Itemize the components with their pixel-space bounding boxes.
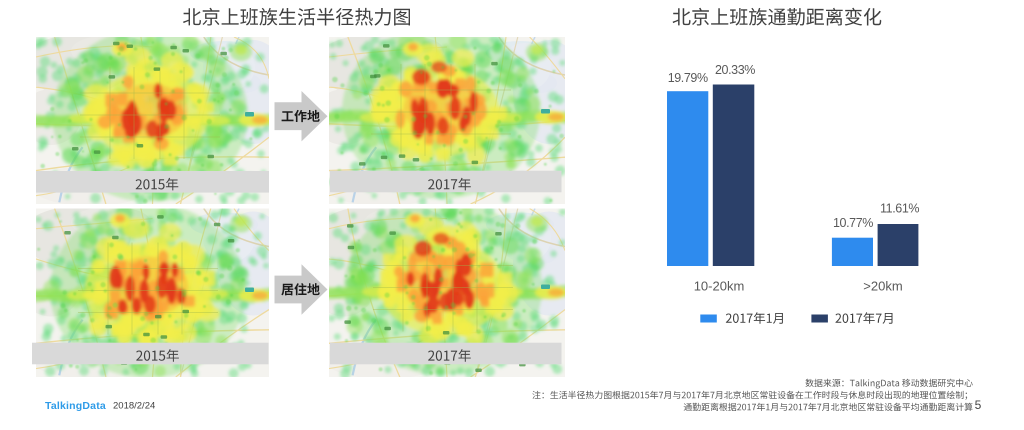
svg-text:>20km: >20km <box>863 279 902 294</box>
svg-text:5: 5 <box>975 398 982 412</box>
svg-text:19.79%: 19.79% <box>668 71 708 85</box>
svg-text:10.77%: 10.77% <box>833 216 873 230</box>
svg-text:10-20km: 10-20km <box>694 279 745 294</box>
svg-text:2018/2/24: 2018/2/24 <box>113 401 155 412</box>
svg-text:11.61%: 11.61% <box>880 202 919 216</box>
svg-text:TalkingData: TalkingData <box>45 400 106 412</box>
svg-text:20.33%: 20.33% <box>715 63 755 77</box>
